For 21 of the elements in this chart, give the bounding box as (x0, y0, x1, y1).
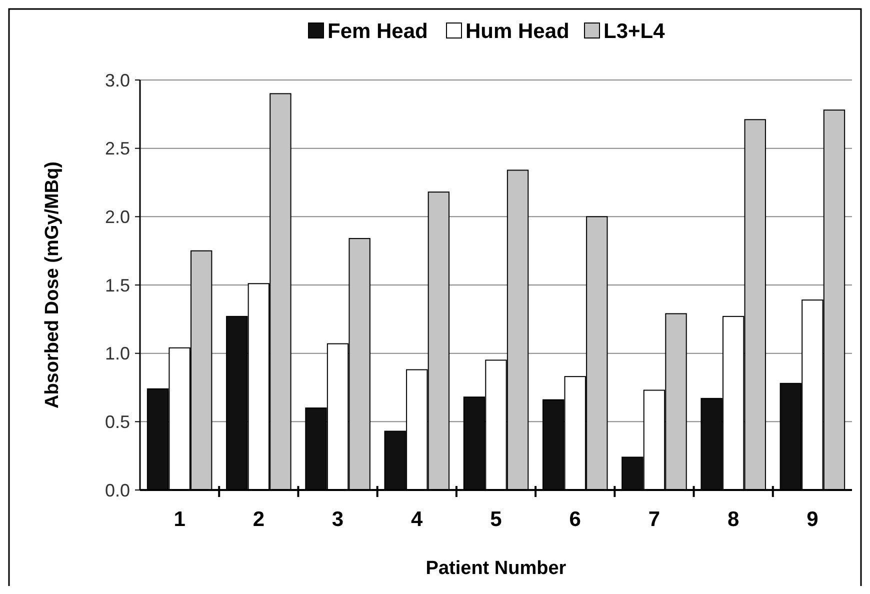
x-tick-label: 7 (648, 508, 660, 531)
y-tick-label: 2.5 (104, 138, 130, 159)
x-tick-label: 5 (490, 508, 502, 531)
y-axis-title: Absorbed Dose (mGy/MBq) (42, 161, 63, 409)
y-tick-label: 0.0 (104, 480, 130, 500)
x-tick-label: 1 (174, 508, 186, 531)
x-tick-label: 3 (332, 508, 344, 531)
y-tick-label: 1.0 (104, 344, 130, 364)
legend-label: L3+L4 (604, 20, 666, 43)
x-tick-label: 8 (727, 508, 740, 531)
legend-label: Fem Head (328, 20, 428, 43)
legend-label: Hum Head (466, 20, 570, 43)
x-tick-label: 9 (806, 508, 818, 531)
x-tick-label: 4 (411, 508, 424, 531)
y-tick-label: 1.5 (104, 275, 130, 296)
x-tick-label: 2 (252, 508, 265, 531)
y-tick-label: 3.0 (104, 70, 130, 90)
x-tick-label: 6 (569, 508, 581, 531)
y-tick-label: 0.5 (104, 412, 130, 432)
y-tick-label: 2.0 (104, 206, 130, 227)
x-axis-title: Patient Number (426, 558, 567, 579)
